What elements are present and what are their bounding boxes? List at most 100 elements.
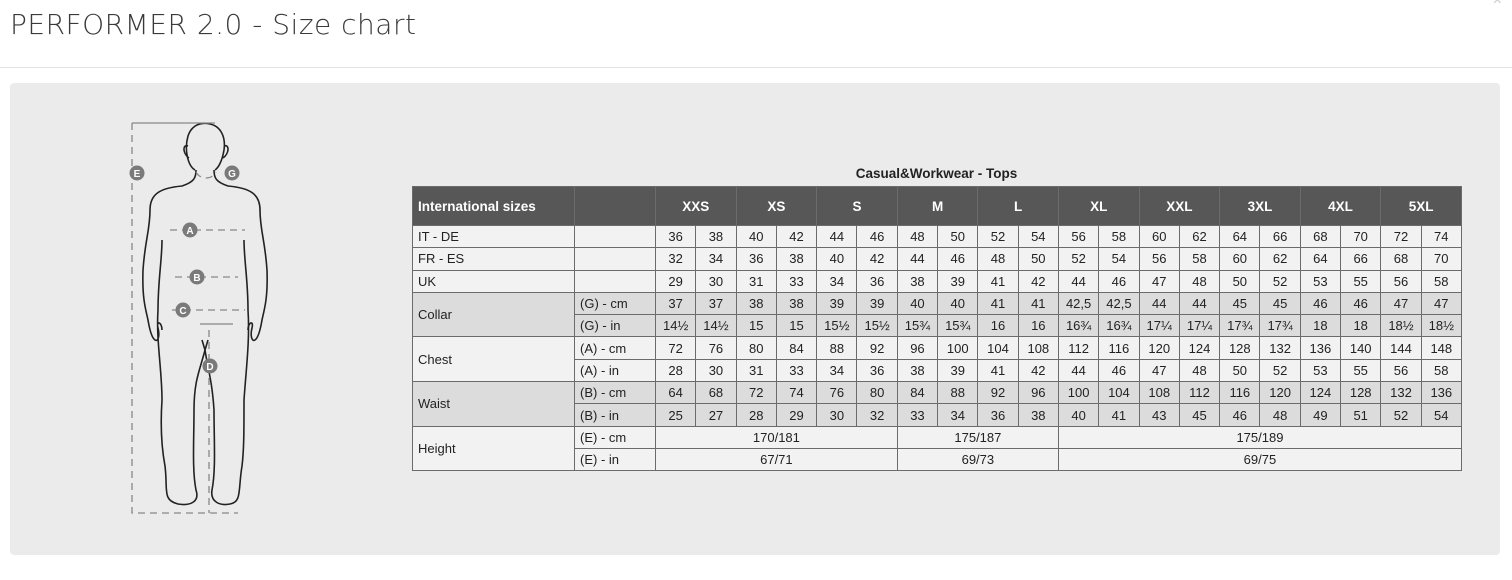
size-value: 104	[1098, 381, 1140, 405]
size-value: 74	[1420, 224, 1462, 249]
marker-g: G	[224, 165, 240, 181]
table-row: Height (E) - cm 170/181 175/187 175/189	[412, 425, 1462, 472]
size-value: 37	[695, 291, 737, 316]
size-value: 38	[896, 269, 939, 293]
size-value: 62	[1259, 247, 1301, 271]
size-value: 46	[937, 247, 979, 271]
size-value: 49	[1299, 403, 1342, 427]
size-value: 15½	[816, 314, 858, 338]
size-value: 36	[654, 224, 697, 249]
size-value: 15	[735, 314, 777, 338]
marker-c: C	[175, 302, 191, 318]
size-value: 50	[1219, 358, 1261, 383]
size-value: 43	[1138, 403, 1180, 427]
group-label: Chest	[412, 336, 575, 383]
size-value: 72	[654, 336, 697, 360]
body-measurement-figure: E G A B C D	[129, 122, 268, 514]
row-label: FR - ES	[412, 247, 575, 271]
size-value: 50	[937, 224, 979, 249]
size-value: 52	[1259, 269, 1301, 293]
size-value: 36	[735, 247, 777, 271]
size-value: 54	[1420, 403, 1462, 427]
size-value: 17¼	[1138, 314, 1180, 338]
size-value: 18½	[1420, 314, 1462, 338]
size-value: 48	[1178, 269, 1221, 293]
size-value: 44	[1057, 358, 1100, 383]
size-value: 92	[977, 381, 1019, 405]
size-value: 136	[1420, 381, 1462, 405]
size-value: 47	[1420, 291, 1462, 316]
size-value: 56	[1138, 247, 1180, 271]
size-value: 46	[1098, 358, 1140, 383]
header-size: XXL	[1138, 186, 1221, 226]
size-value: 52	[977, 224, 1019, 249]
height-value: 69/73	[896, 447, 1059, 472]
size-value: 45	[1178, 403, 1221, 427]
size-value: 36	[856, 269, 898, 293]
size-value: 15½	[856, 314, 898, 338]
size-value: 18½	[1380, 314, 1422, 338]
size-value: 80	[856, 381, 898, 405]
table-row: (G) - in 14½ 14½ 15 15 15½ 15½ 15¾ 15¾ 16 16 16¾ 16¾…	[413, 314, 1462, 338]
size-value: 16	[977, 314, 1019, 338]
size-value: 31	[735, 358, 777, 383]
size-value: 30	[816, 403, 858, 427]
size-value: 132	[1259, 336, 1301, 360]
size-value: 50	[1017, 247, 1059, 271]
size-value: 42	[1017, 269, 1059, 293]
header-size: XL	[1057, 186, 1140, 226]
size-value: 16	[1017, 314, 1059, 338]
size-value: 64	[1219, 224, 1261, 249]
size-value: 41	[1017, 291, 1059, 316]
size-value: 27	[695, 403, 737, 427]
svg-text:E: E	[134, 169, 141, 180]
size-value: 70	[1340, 224, 1382, 249]
size-value: 58	[1420, 358, 1462, 383]
height-value: 67/71	[655, 447, 898, 472]
size-value: 38	[735, 291, 777, 316]
size-value: 55	[1340, 358, 1382, 383]
size-value: 88	[937, 381, 979, 405]
size-value: 41	[977, 291, 1019, 316]
header-size: XS	[735, 186, 818, 226]
size-value: 55	[1340, 269, 1382, 293]
size-value: 38	[775, 247, 818, 271]
table-row: UK 29 30 31 33 34 36 38 39 41 42 44 46 47 48 50 52 53 55 56…	[412, 269, 1462, 293]
size-value: 54	[1017, 224, 1059, 249]
size-value: 17¼	[1178, 314, 1221, 338]
marker-d: D	[202, 358, 218, 374]
size-value: 148	[1420, 336, 1462, 360]
size-value: 68	[1380, 247, 1422, 271]
header-size: L	[977, 186, 1059, 226]
svg-text:D: D	[206, 362, 213, 373]
size-value: 108	[1017, 336, 1059, 360]
size-value: 41	[977, 269, 1019, 293]
divider	[0, 67, 1512, 68]
size-value: 84	[775, 336, 818, 360]
size-value: 32	[654, 247, 697, 271]
table-row: (E) - in 67/71 69/73 69/75	[413, 447, 1462, 472]
size-value: 40	[816, 247, 858, 271]
size-value: 47	[1138, 269, 1180, 293]
size-value: 92	[856, 336, 898, 360]
size-value: 15¾	[896, 314, 939, 338]
size-value: 54	[1098, 247, 1140, 271]
size-value: 64	[654, 381, 697, 405]
size-value: 18	[1340, 314, 1382, 338]
size-value: 56	[1380, 269, 1422, 293]
size-value: 112	[1178, 381, 1221, 405]
header-size: 4XL	[1299, 186, 1382, 226]
group-label: Waist	[412, 381, 575, 427]
size-value: 64	[1299, 247, 1342, 271]
size-value: 40	[1057, 403, 1100, 427]
size-value: 39	[937, 269, 979, 293]
size-value: 124	[1178, 336, 1221, 360]
svg-text:G: G	[228, 169, 236, 180]
size-value: 58	[1420, 269, 1462, 293]
group-label: Height	[412, 425, 575, 472]
header-row: International sizes XXS XS S M L XL XXL 3XL 4XL 5X…	[412, 186, 1462, 226]
close-icon[interactable]: ×	[1492, 0, 1502, 9]
size-value: 36	[856, 358, 898, 383]
size-value: 38	[695, 224, 737, 249]
size-value: 39	[816, 291, 858, 316]
